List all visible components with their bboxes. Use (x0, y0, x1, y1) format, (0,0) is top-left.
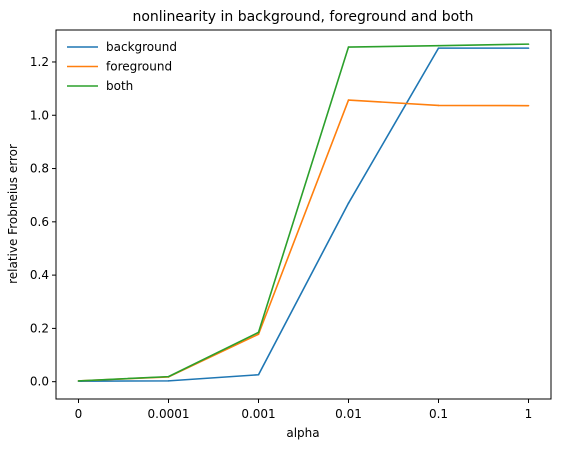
series-line-background (78, 47, 529, 382)
data-point-background-1 (167, 380, 170, 382)
x-tick-label: 0.0001 (148, 407, 190, 421)
y-axis: 0.0 0.2 0.4 0.6 0.8 1.0 1.2 (30, 55, 56, 389)
x-axis-title: alpha (286, 426, 319, 440)
x-axis: 0 0.0001 0.001 0.01 0.1 1 (75, 399, 533, 421)
data-point-background-2 (257, 373, 260, 376)
y-tick-label: 0.0 (30, 375, 49, 389)
chart-title: nonlinearity in background, foreground a… (132, 9, 473, 25)
data-point-background-5 (527, 47, 530, 49)
data-point-foreground-3 (347, 99, 350, 101)
data-point-both-4 (437, 44, 440, 47)
data-point-both-0 (77, 380, 80, 382)
y-tick-label: 0.8 (30, 162, 49, 176)
series-line-both (78, 43, 529, 382)
y-tick-label: 0.4 (30, 268, 49, 282)
legend-label-foreground: foreground (106, 60, 172, 74)
legend-label-both: both (106, 79, 133, 93)
x-tick-label: 0.001 (241, 407, 275, 421)
data-point-background-4 (437, 47, 440, 49)
data-point-background-3 (347, 202, 350, 204)
plot-area (77, 43, 530, 382)
plot-frame (55, 29, 552, 400)
legend-label-background: background (106, 40, 177, 54)
y-tick-label: 0.6 (30, 215, 49, 229)
x-tick-label: 0.1 (429, 407, 448, 421)
data-point-both-1 (167, 375, 170, 378)
y-axis-title: relative Frobneius error (6, 144, 20, 284)
data-point-both-5 (527, 43, 530, 45)
y-tick-label: 1.0 (30, 108, 49, 122)
data-point-foreground-5 (527, 104, 530, 107)
series-line-foreground (78, 99, 529, 382)
y-tick-label: 1.2 (30, 55, 49, 69)
data-point-foreground-2 (257, 333, 260, 336)
x-tick-label: 1 (525, 407, 533, 421)
data-point-foreground-4 (437, 104, 440, 107)
legend: background foreground both (67, 40, 177, 93)
data-point-both-3 (347, 46, 350, 48)
data-point-both-2 (257, 331, 260, 334)
x-tick-label: 0 (75, 407, 83, 421)
x-tick-label: 0.01 (335, 407, 362, 421)
y-tick-label: 0.2 (30, 321, 49, 335)
